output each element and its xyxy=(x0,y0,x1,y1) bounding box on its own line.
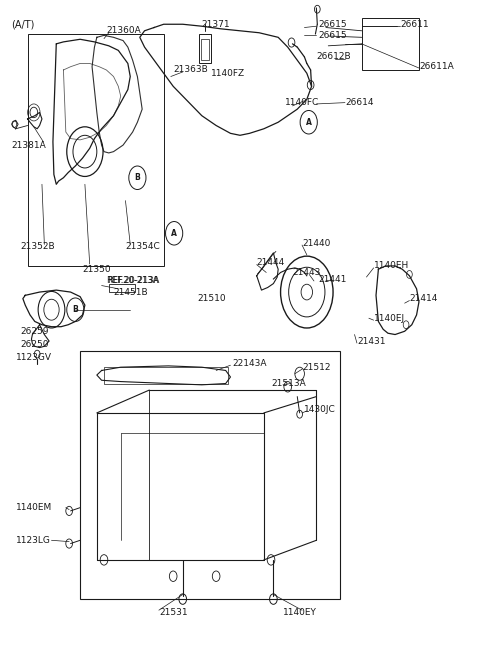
Text: 1140EH: 1140EH xyxy=(373,262,409,270)
Text: 21512: 21512 xyxy=(302,363,331,372)
Text: 21371: 21371 xyxy=(202,20,230,29)
Text: 21443: 21443 xyxy=(292,268,321,277)
Text: 1140FZ: 1140FZ xyxy=(211,69,245,78)
Text: 21381A: 21381A xyxy=(11,140,46,150)
Text: 21431: 21431 xyxy=(357,337,385,346)
Text: 21510: 21510 xyxy=(197,294,226,303)
Text: 21531: 21531 xyxy=(159,607,188,617)
Bar xyxy=(28,34,164,266)
Text: 26250: 26250 xyxy=(21,340,49,349)
Text: 1430JC: 1430JC xyxy=(304,405,336,414)
Text: 1140EM: 1140EM xyxy=(16,503,52,512)
Bar xyxy=(109,284,135,292)
Text: 21440: 21440 xyxy=(302,239,330,247)
Text: 26615: 26615 xyxy=(319,31,348,40)
Text: 1140EJ: 1140EJ xyxy=(373,314,405,323)
Text: 21363B: 21363B xyxy=(173,66,208,75)
Text: 21352B: 21352B xyxy=(21,242,55,251)
Text: B: B xyxy=(72,305,78,314)
Text: 26611: 26611 xyxy=(400,20,429,29)
Text: 26612B: 26612B xyxy=(316,52,351,62)
Text: 21441: 21441 xyxy=(319,274,347,283)
Text: 1140EY: 1140EY xyxy=(283,607,317,617)
Text: B: B xyxy=(134,173,140,182)
Text: (A/T): (A/T) xyxy=(11,19,34,30)
Text: A: A xyxy=(171,229,177,237)
Text: 21354C: 21354C xyxy=(125,242,160,251)
Text: 21451B: 21451B xyxy=(114,287,148,297)
Bar xyxy=(199,34,211,64)
Text: 21513A: 21513A xyxy=(271,379,306,388)
Text: 21350: 21350 xyxy=(83,265,111,274)
Text: 21360A: 21360A xyxy=(107,26,141,35)
Bar xyxy=(104,367,228,384)
Text: REF.20-213A: REF.20-213A xyxy=(108,276,160,285)
Text: 26614: 26614 xyxy=(345,98,373,107)
Text: 26615: 26615 xyxy=(319,20,348,29)
Text: 21414: 21414 xyxy=(409,294,438,303)
Text: REF.20-213A: REF.20-213A xyxy=(107,276,159,285)
Text: 22143A: 22143A xyxy=(233,359,267,369)
Bar xyxy=(362,18,419,70)
Text: 1123GV: 1123GV xyxy=(16,353,52,362)
Text: 26611A: 26611A xyxy=(419,62,454,72)
Text: A: A xyxy=(306,117,312,127)
Text: 1123LG: 1123LG xyxy=(16,536,50,544)
Bar xyxy=(80,351,340,599)
Text: 1140FC: 1140FC xyxy=(285,98,320,107)
Text: 26259: 26259 xyxy=(21,327,49,336)
Bar xyxy=(201,39,209,60)
Text: 21444: 21444 xyxy=(257,258,285,267)
